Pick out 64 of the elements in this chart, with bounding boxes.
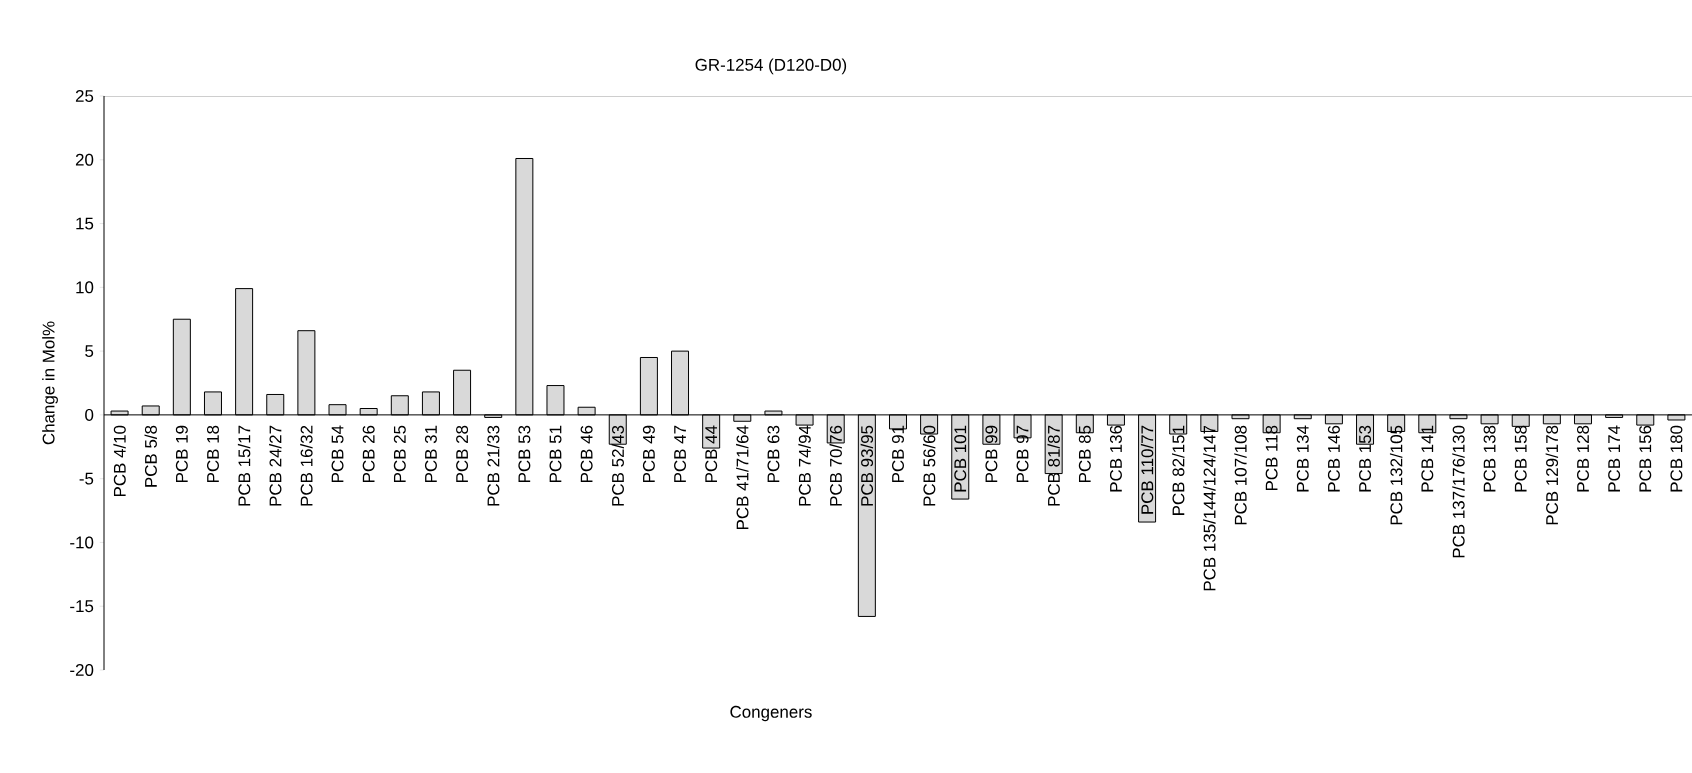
x-tick-label: PCB 107/108 bbox=[1234, 425, 1247, 525]
x-tick-label: PCB 21/33 bbox=[487, 425, 500, 506]
x-tick-label: PCB 91 bbox=[891, 425, 904, 482]
x-tick-label: PCB 93/95 bbox=[860, 425, 874, 506]
x-tick-label: PCB 44 bbox=[705, 425, 718, 482]
x-tick-label: PCB 134 bbox=[1296, 425, 1309, 492]
x-tick-label: PCB 52/43 bbox=[611, 425, 624, 506]
x-tick-label: PCB 81/87 bbox=[1047, 425, 1060, 506]
x-tick-label: PCB 118 bbox=[1265, 425, 1278, 491]
x-tick-label: PCB 158 bbox=[1514, 425, 1527, 492]
x-tick-label: PCB 146 bbox=[1327, 425, 1340, 492]
x-tick-label: PCB 128 bbox=[1577, 425, 1589, 492]
x-axis-title: Congeners bbox=[730, 705, 812, 722]
x-tick-label: PCB 136 bbox=[1109, 425, 1122, 492]
x-tick-label: PCB 85 bbox=[1078, 425, 1091, 482]
x-tick-label: PCB 47 bbox=[674, 425, 687, 482]
x-tick-label: PCB 174 bbox=[1608, 425, 1621, 492]
x-tick-label: PCB 180 bbox=[1670, 425, 1683, 492]
x-tick-label: PCB 153 bbox=[1359, 425, 1372, 492]
y-tick-label: 5 bbox=[85, 345, 94, 358]
x-tick-label: PCB 156 bbox=[1639, 425, 1652, 492]
x-tick-label: PCB 46 bbox=[580, 425, 593, 482]
y-tick-label: -15 bbox=[70, 600, 94, 613]
x-tick-label: PCB 51 bbox=[549, 425, 562, 482]
y-tick-label: 25 bbox=[75, 90, 94, 102]
x-tick-label: PCB 99 bbox=[985, 425, 998, 482]
chart-title: GR-1254 (D120-D0) bbox=[695, 58, 847, 75]
x-tick-label: PCB 26 bbox=[362, 425, 375, 482]
x-tick-label: PCB 53 bbox=[518, 425, 531, 482]
y-tick-label: 0 bbox=[85, 408, 94, 421]
x-tick-label: PCB 132/105 bbox=[1389, 425, 1403, 525]
x-tick-label: PCB 49 bbox=[642, 425, 655, 482]
y-tick-label: -20 bbox=[70, 664, 94, 676]
x-tick-label: PCB 97 bbox=[1016, 425, 1029, 482]
x-tick-label: PCB 31 bbox=[424, 425, 437, 482]
y-tick-label: 15 bbox=[76, 217, 94, 230]
x-tick-label: PCB 110/77 bbox=[1140, 425, 1154, 514]
x-tick-label: PCB 138 bbox=[1483, 425, 1496, 492]
x-tick-label: PCB 18 bbox=[206, 425, 219, 482]
x-tick-label: PCB 19 bbox=[175, 425, 188, 482]
x-tick-label: PCB 129/178 bbox=[1545, 425, 1559, 525]
x-tick-label: PCB 63 bbox=[767, 425, 780, 482]
y-tick-label: 20 bbox=[75, 153, 94, 166]
x-tick-label: PCB 25 bbox=[393, 425, 406, 482]
x-tick-label: PCB 137/176/130 bbox=[1452, 425, 1465, 558]
x-tick-label: PCB 4/10 bbox=[113, 425, 126, 497]
x-tick-label: PCB 82/151 bbox=[1172, 425, 1185, 515]
x-tick-label: PCB 56/60 bbox=[922, 425, 936, 506]
x-tick-label: PCB 15/17 bbox=[237, 425, 251, 506]
y-axis-title: Change in Mol% bbox=[42, 321, 58, 445]
x-tick-label: PCB 141 bbox=[1421, 425, 1434, 492]
x-tick-label: PCB 5/8 bbox=[144, 425, 157, 487]
x-tick-label: PCB 16/32 bbox=[300, 425, 313, 506]
x-tick-label: PCB 135/144/124/147 bbox=[1203, 425, 1216, 591]
x-tick-label: PCB 70/76 bbox=[829, 425, 842, 506]
x-tick-label: PCB 54 bbox=[331, 425, 344, 482]
x-tick-label: PCB 24/27 bbox=[269, 425, 282, 506]
x-tick-label: PCB 74/94 bbox=[798, 425, 811, 506]
x-tick-label: PCB 41/71/64 bbox=[736, 425, 749, 530]
x-tick-label: PCB 101 bbox=[954, 425, 967, 492]
x-tick-label: PCB 28 bbox=[456, 425, 469, 482]
y-tick-label: -5 bbox=[79, 472, 94, 485]
y-tick-label: 10 bbox=[76, 281, 94, 294]
y-tick-label: -10 bbox=[70, 536, 94, 549]
